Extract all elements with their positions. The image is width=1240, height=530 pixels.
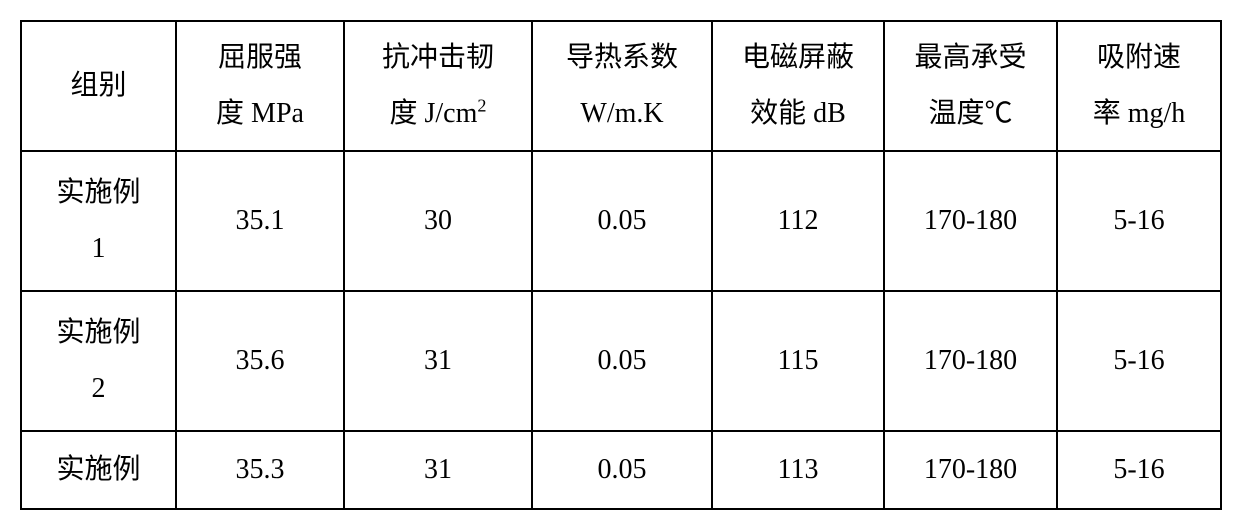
cell-value: 30 bbox=[344, 151, 532, 291]
cell-value: 0.05 bbox=[532, 431, 712, 509]
row-label-cell: 实施例 1 bbox=[21, 151, 176, 291]
header-impact-toughness: 抗冲击韧 度 J/cm2 bbox=[344, 21, 532, 151]
header-yield-line2: 度 MPa bbox=[216, 86, 304, 142]
header-yield-strength: 屈服强 度 MPa bbox=[176, 21, 344, 151]
cell-value: 113 bbox=[712, 431, 884, 509]
row-label-line1: 实施例 bbox=[56, 442, 140, 498]
materials-data-table: 组别 屈服强 度 MPa 抗冲击韧 度 J/cm2 bbox=[20, 20, 1222, 510]
cell-value: 0.05 bbox=[532, 291, 712, 431]
header-temp-line2: 温度℃ bbox=[928, 86, 1012, 142]
header-temp-line1: 最高承受 bbox=[914, 30, 1026, 86]
cell-value: 31 bbox=[344, 431, 532, 509]
header-max-temperature: 最高承受 温度℃ bbox=[884, 21, 1057, 151]
header-yield-line1: 屈服强 bbox=[218, 30, 302, 86]
row-label-cell: 实施例 bbox=[21, 431, 176, 509]
header-impact-line1: 抗冲击韧 bbox=[382, 30, 494, 86]
row-label-line1: 实施例 bbox=[56, 165, 140, 221]
header-adsorb-line1: 吸附速 bbox=[1097, 30, 1181, 86]
table-row: 实施例 2 35.6 31 0.05 115 170-180 5-16 bbox=[21, 291, 1221, 431]
cell-value: 170-180 bbox=[884, 151, 1057, 291]
cell-value: 115 bbox=[712, 291, 884, 431]
header-adsorb-line2: 率 mg/h bbox=[1093, 86, 1186, 142]
header-emi-line2: 效能 dB bbox=[750, 86, 846, 142]
header-group-line1: 组别 bbox=[70, 58, 126, 114]
row-label-line2: 1 bbox=[92, 221, 106, 277]
table-row: 实施例 35.3 31 0.05 113 170-180 5-16 bbox=[21, 431, 1221, 509]
header-thermal-line1: 导热系数 bbox=[566, 30, 678, 86]
data-table-container: 组别 屈服强 度 MPa 抗冲击韧 度 J/cm2 bbox=[20, 20, 1220, 510]
header-impact-line2: 度 J/cm2 bbox=[390, 86, 487, 142]
cell-value: 170-180 bbox=[884, 431, 1057, 509]
table-body: 实施例 1 35.1 30 0.05 112 170-180 5-16 实施例 … bbox=[21, 151, 1221, 509]
table-row: 实施例 1 35.1 30 0.05 112 170-180 5-16 bbox=[21, 151, 1221, 291]
cell-value: 5-16 bbox=[1057, 291, 1221, 431]
header-adsorption-rate: 吸附速 率 mg/h bbox=[1057, 21, 1221, 151]
row-label-cell: 实施例 2 bbox=[21, 291, 176, 431]
header-thermal-conductivity: 导热系数 W/m.K bbox=[532, 21, 712, 151]
row-label-line1: 实施例 bbox=[56, 305, 140, 361]
header-emi-line1: 电磁屏蔽 bbox=[742, 30, 854, 86]
header-emi-shielding: 电磁屏蔽 效能 dB bbox=[712, 21, 884, 151]
header-group: 组别 bbox=[21, 21, 176, 151]
header-thermal-line2: W/m.K bbox=[580, 86, 663, 142]
table-header-row: 组别 屈服强 度 MPa 抗冲击韧 度 J/cm2 bbox=[21, 21, 1221, 151]
cell-value: 170-180 bbox=[884, 291, 1057, 431]
cell-value: 5-16 bbox=[1057, 431, 1221, 509]
cell-value: 0.05 bbox=[532, 151, 712, 291]
cell-value: 35.1 bbox=[176, 151, 344, 291]
cell-value: 5-16 bbox=[1057, 151, 1221, 291]
cell-value: 35.6 bbox=[176, 291, 344, 431]
cell-value: 112 bbox=[712, 151, 884, 291]
cell-value: 35.3 bbox=[176, 431, 344, 509]
row-label-line2: 2 bbox=[92, 361, 106, 417]
cell-value: 31 bbox=[344, 291, 532, 431]
